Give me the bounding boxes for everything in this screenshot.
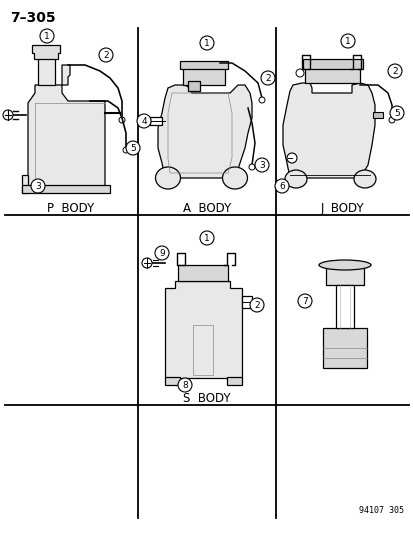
FancyBboxPatch shape [322, 328, 366, 368]
Text: 1: 1 [204, 38, 209, 47]
Text: 6: 6 [278, 182, 284, 190]
Ellipse shape [222, 167, 247, 189]
Circle shape [248, 164, 254, 170]
Circle shape [388, 117, 394, 123]
Circle shape [126, 141, 140, 155]
FancyBboxPatch shape [180, 61, 228, 69]
FancyBboxPatch shape [165, 377, 180, 385]
Circle shape [119, 117, 125, 123]
Text: 1: 1 [344, 36, 350, 45]
Text: 7: 7 [301, 296, 307, 305]
FancyBboxPatch shape [150, 117, 161, 125]
Text: 7–305: 7–305 [10, 11, 55, 25]
Ellipse shape [318, 260, 370, 270]
Circle shape [99, 48, 113, 62]
Circle shape [123, 147, 129, 153]
Text: 4: 4 [141, 117, 147, 125]
FancyBboxPatch shape [372, 112, 382, 118]
Text: 5: 5 [393, 109, 399, 117]
Text: P  BODY: P BODY [47, 201, 95, 214]
Circle shape [286, 153, 296, 163]
Text: 94107 305: 94107 305 [358, 506, 403, 515]
Circle shape [154, 246, 169, 260]
Circle shape [199, 231, 214, 245]
FancyBboxPatch shape [178, 265, 228, 281]
Circle shape [199, 36, 214, 50]
Text: 1: 1 [204, 233, 209, 243]
Circle shape [274, 179, 288, 193]
Circle shape [259, 97, 264, 103]
Polygon shape [22, 185, 110, 193]
Circle shape [3, 110, 13, 120]
Polygon shape [62, 65, 70, 85]
FancyBboxPatch shape [226, 377, 242, 385]
Circle shape [142, 258, 152, 268]
Text: 8: 8 [182, 381, 188, 390]
Circle shape [387, 64, 401, 78]
Polygon shape [165, 281, 242, 378]
FancyBboxPatch shape [242, 296, 252, 308]
Circle shape [137, 114, 151, 128]
FancyBboxPatch shape [188, 81, 199, 91]
Text: 2: 2 [265, 74, 270, 83]
Text: 5: 5 [130, 143, 135, 152]
FancyBboxPatch shape [304, 65, 359, 83]
Circle shape [297, 294, 311, 308]
Ellipse shape [155, 167, 180, 189]
Circle shape [340, 34, 354, 48]
Polygon shape [28, 85, 105, 193]
Circle shape [249, 298, 263, 312]
Ellipse shape [353, 170, 375, 188]
FancyBboxPatch shape [325, 265, 363, 285]
Text: A  BODY: A BODY [183, 201, 230, 214]
Circle shape [31, 179, 45, 193]
Polygon shape [22, 175, 28, 193]
Text: 1: 1 [44, 31, 50, 41]
Circle shape [389, 106, 403, 120]
FancyBboxPatch shape [335, 285, 353, 328]
Circle shape [295, 69, 303, 77]
Polygon shape [158, 85, 252, 178]
Polygon shape [38, 55, 55, 85]
Text: 2: 2 [391, 67, 397, 76]
Text: S  BODY: S BODY [183, 392, 230, 405]
Circle shape [260, 71, 274, 85]
Circle shape [178, 378, 192, 392]
Circle shape [40, 29, 54, 43]
Ellipse shape [284, 170, 306, 188]
Text: 9: 9 [159, 248, 164, 257]
Text: 2: 2 [254, 301, 259, 310]
Text: J  BODY: J BODY [319, 201, 363, 214]
Text: 2: 2 [103, 51, 109, 60]
FancyBboxPatch shape [183, 65, 224, 85]
Polygon shape [282, 83, 374, 178]
FancyBboxPatch shape [302, 59, 362, 69]
Polygon shape [32, 45, 60, 59]
Text: 3: 3 [35, 182, 41, 190]
Circle shape [254, 158, 268, 172]
Text: 3: 3 [259, 160, 264, 169]
